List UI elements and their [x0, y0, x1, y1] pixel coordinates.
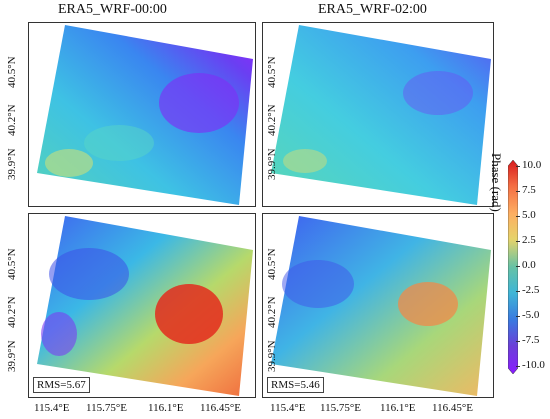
y-tick-label: 39.9°N: [6, 340, 18, 372]
panel-bottom-right: RMS=5.46: [262, 213, 494, 398]
y-tick-label: 40.2°N: [266, 104, 278, 136]
y-tick-label: 40.2°N: [6, 104, 18, 136]
map-swath: [271, 25, 491, 205]
rms-label: RMS=5.46: [267, 377, 324, 393]
colorbar-tick: -7.5: [522, 334, 540, 346]
y-tick-label: 40.5°N: [266, 248, 278, 280]
colorbar-tick: 10.0: [522, 159, 542, 171]
rms-label: RMS=5.67: [33, 377, 90, 393]
y-tick-label: 40.2°N: [266, 296, 278, 328]
colorbar-tick: -2.5: [522, 284, 540, 296]
y-tick-label: 39.9°N: [266, 340, 278, 372]
title-left: ERA5_WRF-00:00: [58, 2, 167, 17]
colorbar-tick: 7.5: [522, 184, 536, 196]
colorbar-title: Phase (rad): [489, 153, 504, 212]
x-tick-label: 116.45°E: [432, 402, 473, 414]
panel-bottom-left: RMS=5.67: [28, 213, 256, 398]
x-tick-label: 115.4°E: [270, 402, 306, 414]
colorbar-tick: -10.0: [522, 359, 545, 371]
y-tick-label: 40.2°N: [6, 296, 18, 328]
colorbar-tick: 5.0: [522, 209, 536, 221]
x-tick-label: 116.1°E: [380, 402, 416, 414]
colorbar-tick: 2.5: [522, 234, 536, 246]
x-tick-label: 116.1°E: [148, 402, 184, 414]
x-tick-label: 116.45°E: [200, 402, 241, 414]
y-tick-label: 39.9°N: [6, 148, 18, 180]
panel-top-right: [262, 22, 494, 207]
title-right: ERA5_WRF-02:00: [318, 2, 427, 17]
colorbar: [508, 160, 518, 374]
y-tick-label: 40.5°N: [266, 56, 278, 88]
y-tick-label: 40.5°N: [6, 248, 18, 280]
y-tick-label: 40.5°N: [6, 56, 18, 88]
colorbar-tick: 0.0: [522, 259, 536, 271]
y-tick-label: 39.9°N: [266, 148, 278, 180]
x-tick-label: 115.4°E: [34, 402, 70, 414]
x-tick-label: 115.75°E: [320, 402, 361, 414]
colorbar-tick: -5.0: [522, 309, 540, 321]
x-tick-label: 115.75°E: [86, 402, 127, 414]
panel-top-left: [28, 22, 256, 207]
